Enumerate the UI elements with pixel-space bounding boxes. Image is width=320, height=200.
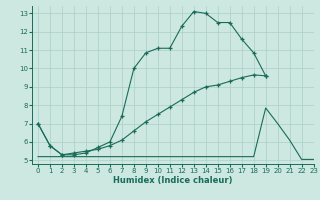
- X-axis label: Humidex (Indice chaleur): Humidex (Indice chaleur): [113, 176, 233, 185]
